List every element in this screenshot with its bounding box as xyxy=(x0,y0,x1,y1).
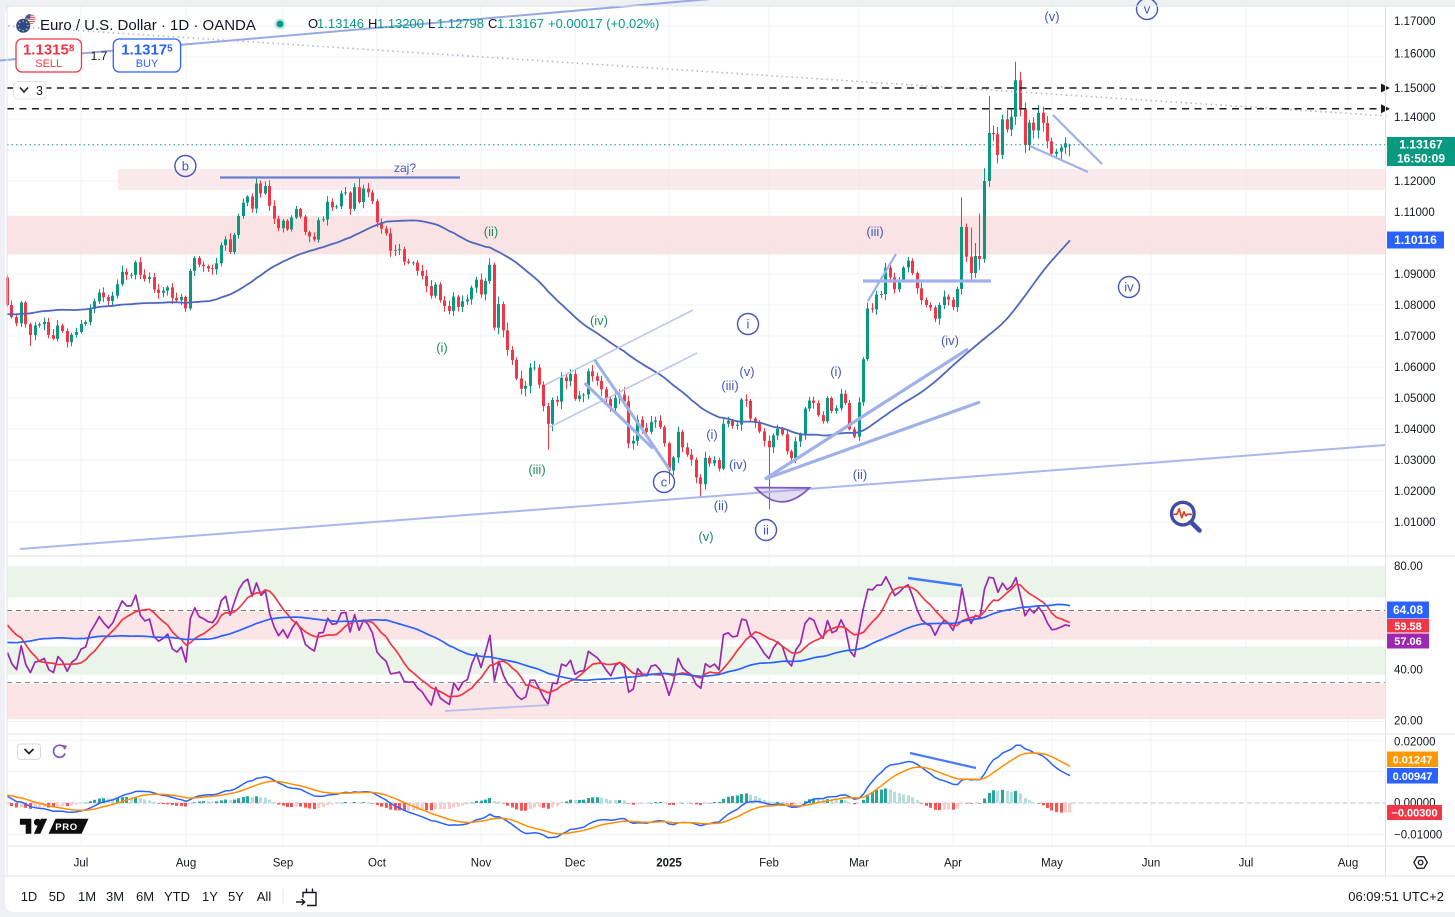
svg-text:(ii): (ii) xyxy=(714,498,728,513)
svg-text:Apr: Apr xyxy=(944,858,962,870)
svg-text:5Y: 5Y xyxy=(228,889,244,904)
svg-text:1.13146: 1.13146 xyxy=(317,16,364,31)
svg-text:Jul: Jul xyxy=(1239,858,1254,870)
svg-text:1.07000: 1.07000 xyxy=(1394,331,1436,343)
svg-text:(iii): (iii) xyxy=(721,378,738,393)
svg-text:1.12000: 1.12000 xyxy=(1394,176,1436,188)
svg-text:1.04000: 1.04000 xyxy=(1394,424,1436,436)
svg-text:1.17000: 1.17000 xyxy=(1394,16,1436,28)
svg-text:Nov: Nov xyxy=(471,858,492,870)
svg-text:1.13200: 1.13200 xyxy=(377,16,424,31)
svg-text:1.12798: 1.12798 xyxy=(437,16,484,31)
svg-text:1M: 1M xyxy=(78,889,96,904)
svg-text:1.05000: 1.05000 xyxy=(1394,393,1436,405)
svg-text:(v): (v) xyxy=(698,529,713,544)
svg-text:16:50:09: 16:50:09 xyxy=(1397,152,1445,166)
svg-text:(iii): (iii) xyxy=(866,224,883,239)
svg-text:40.00: 40.00 xyxy=(1394,665,1423,677)
svg-text:3M: 3M xyxy=(106,889,124,904)
svg-text:06:09:51 UTC+2: 06:09:51 UTC+2 xyxy=(1348,889,1444,904)
svg-text:Aug: Aug xyxy=(176,858,196,870)
svg-text:1.15000: 1.15000 xyxy=(1394,83,1436,95)
svg-text:All: All xyxy=(257,889,272,904)
svg-text:1.02000: 1.02000 xyxy=(1394,486,1436,498)
svg-text:1.08000: 1.08000 xyxy=(1394,300,1436,312)
svg-text:C: C xyxy=(488,16,497,31)
svg-text:1.13167: 1.13167 xyxy=(1399,138,1443,152)
svg-text:1.13158: 1.13158 xyxy=(23,42,75,59)
svg-text:c: c xyxy=(661,475,668,490)
svg-text:(i): (i) xyxy=(706,427,718,442)
svg-text:Dec: Dec xyxy=(565,858,586,870)
svg-text:0.00947: 0.00947 xyxy=(1393,771,1433,783)
svg-text:+0.00017 (+0.02%): +0.00017 (+0.02%) xyxy=(548,16,659,31)
svg-text:Mar: Mar xyxy=(849,858,869,870)
svg-text:(ii): (ii) xyxy=(853,467,867,482)
svg-text:Aug: Aug xyxy=(1338,858,1358,870)
svg-text:1.03000: 1.03000 xyxy=(1394,455,1436,467)
svg-text:i: i xyxy=(747,317,750,332)
svg-text:−0.00300: −0.00300 xyxy=(1391,808,1437,820)
svg-text:Oct: Oct xyxy=(368,858,387,870)
svg-text:6M: 6M xyxy=(136,889,154,904)
svg-text:L: L xyxy=(428,16,435,31)
svg-text:0.02000: 0.02000 xyxy=(1394,737,1436,749)
svg-text:2025: 2025 xyxy=(656,858,682,870)
svg-text:1.01000: 1.01000 xyxy=(1394,517,1436,529)
svg-text:H: H xyxy=(368,16,377,31)
svg-text:ii: ii xyxy=(763,523,769,538)
svg-text:1.13175: 1.13175 xyxy=(121,42,173,59)
svg-text:1.11000: 1.11000 xyxy=(1394,207,1435,219)
svg-text:(iii): (iii) xyxy=(528,462,545,477)
svg-text:1.06000: 1.06000 xyxy=(1394,362,1436,374)
svg-text:May: May xyxy=(1041,858,1063,870)
svg-text:64.08: 64.08 xyxy=(1393,603,1423,617)
svg-text:−0.01000: −0.01000 xyxy=(1394,830,1442,842)
svg-text:O: O xyxy=(308,16,318,31)
svg-text:1.10116: 1.10116 xyxy=(1394,233,1437,247)
svg-text:(i): (i) xyxy=(436,340,448,355)
svg-text:1.13167: 1.13167 xyxy=(497,16,544,31)
svg-text:(iv): (iv) xyxy=(941,333,959,348)
svg-text:3: 3 xyxy=(36,84,43,98)
svg-text:Euro / U.S. Dollar · 1D · OAND: Euro / U.S. Dollar · 1D · OANDA xyxy=(40,17,256,34)
svg-text:PRO: PRO xyxy=(55,822,77,833)
svg-text:b: b xyxy=(182,159,189,174)
svg-text:(v): (v) xyxy=(1044,9,1059,24)
svg-text:1.09000: 1.09000 xyxy=(1394,269,1436,281)
svg-text:1.16000: 1.16000 xyxy=(1394,49,1436,61)
svg-text:0.01247: 0.01247 xyxy=(1393,754,1433,766)
svg-text:1.7: 1.7 xyxy=(91,49,108,63)
svg-text:Sep: Sep xyxy=(273,858,293,870)
svg-text:(ii): (ii) xyxy=(484,224,498,239)
svg-text:1Y: 1Y xyxy=(202,889,218,904)
svg-text:80.00: 80.00 xyxy=(1394,561,1423,573)
svg-text:SELL: SELL xyxy=(35,58,62,70)
svg-text:(iv): (iv) xyxy=(729,457,747,472)
svg-text:YTD: YTD xyxy=(164,889,190,904)
svg-text:v: v xyxy=(1144,2,1151,17)
svg-text:1D: 1D xyxy=(21,889,38,904)
svg-text:zaj?: zaj? xyxy=(394,161,416,175)
svg-text:(i): (i) xyxy=(830,364,842,379)
svg-text:Jul: Jul xyxy=(74,858,89,870)
svg-text:1.14000: 1.14000 xyxy=(1394,112,1436,124)
svg-text:(iv): (iv) xyxy=(590,313,608,328)
svg-text:(v): (v) xyxy=(739,364,754,379)
svg-text:Feb: Feb xyxy=(759,858,779,870)
svg-text:20.00: 20.00 xyxy=(1394,716,1423,728)
svg-text:BUY: BUY xyxy=(136,58,159,70)
svg-text:59.58: 59.58 xyxy=(1394,621,1422,633)
svg-text:57.06: 57.06 xyxy=(1394,636,1422,648)
svg-text:iv: iv xyxy=(1124,280,1134,295)
svg-text:5D: 5D xyxy=(49,889,66,904)
svg-text:Jun: Jun xyxy=(1142,858,1161,870)
